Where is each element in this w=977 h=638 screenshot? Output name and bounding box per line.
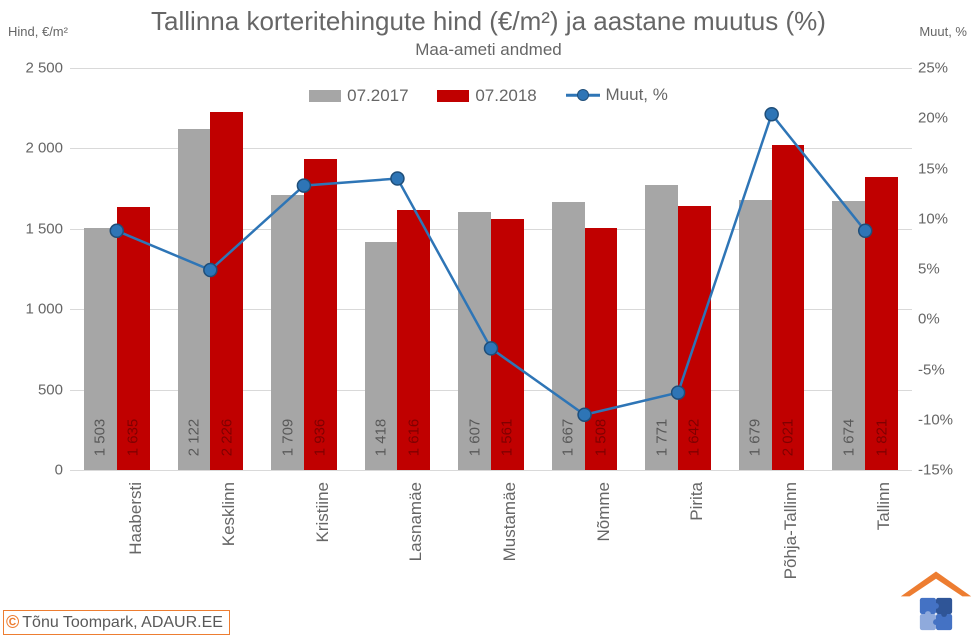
y-axis-left-title: Hind, €/m² — [8, 24, 68, 39]
x-category-label: Haabersti — [126, 482, 146, 555]
legend: 07.2017 07.2018 Muut, % — [0, 85, 977, 107]
x-category-label: Kristiine — [313, 482, 333, 542]
x-category-label: Põhja-Tallinn — [781, 482, 801, 579]
legend-label-2017: 07.2017 — [347, 86, 408, 106]
line-marker — [297, 179, 310, 192]
y-left-tick: 2 500 — [8, 60, 63, 77]
credit-box: © Tõnu Toompark, ADAUR.EE — [3, 610, 230, 635]
y-right-tick: 5% — [918, 261, 968, 278]
legend-label-line: Muut, % — [606, 85, 668, 105]
line-marker — [485, 342, 498, 355]
x-category-label: Pirita — [687, 482, 707, 521]
legend-item-2018: 07.2018 — [437, 86, 536, 106]
y-right-tick: -10% — [918, 411, 968, 428]
line-series-svg — [70, 68, 912, 470]
line-marker — [391, 172, 404, 185]
logo-knob-3 — [933, 619, 939, 625]
line-path — [117, 114, 865, 414]
y-right-tick: 10% — [918, 210, 968, 227]
logo-knob-0 — [933, 603, 939, 609]
y-right-tick: 15% — [918, 160, 968, 177]
grid-line — [70, 470, 912, 471]
logo-puzzle — [920, 598, 952, 630]
y-left-tick: 1 000 — [8, 301, 63, 318]
x-category-label: Kesklinn — [219, 482, 239, 546]
logo-icon — [897, 570, 975, 636]
x-category-label: Tallinn — [874, 482, 894, 530]
chart-title: Tallinna korteritehingute hind (€/m²) ja… — [0, 6, 977, 37]
line-marker — [859, 224, 872, 237]
x-category-label: Nõmme — [594, 482, 614, 542]
y-axis-right-title: Muut, % — [919, 24, 967, 39]
legend-label-2018: 07.2018 — [475, 86, 536, 106]
x-category-label: Lasnamäe — [406, 482, 426, 561]
line-marker — [204, 264, 217, 277]
y-right-tick: 25% — [918, 60, 968, 77]
chart-container: Tallinna korteritehingute hind (€/m²) ja… — [0, 0, 977, 638]
legend-swatch-2017 — [309, 90, 341, 102]
y-left-tick: 0 — [8, 462, 63, 479]
chart-subtitle: Maa-ameti andmed — [0, 40, 977, 60]
y-right-tick: 0% — [918, 311, 968, 328]
x-category-label: Mustamäe — [500, 482, 520, 561]
copyright-icon: © — [6, 612, 19, 633]
line-marker — [765, 108, 778, 121]
logo-knob-1 — [941, 611, 947, 617]
credit-text: Tõnu Toompark, ADAUR.EE — [22, 614, 223, 632]
y-left-tick: 2 000 — [8, 140, 63, 157]
line-marker — [578, 408, 591, 421]
line-marker — [672, 386, 685, 399]
y-right-tick: -15% — [918, 462, 968, 479]
legend-swatch-2018 — [437, 90, 469, 102]
logo-knob-2 — [925, 611, 931, 617]
plot-area: 1 5031 6352 1222 2261 7091 9361 4181 616… — [70, 68, 912, 470]
y-right-tick: -5% — [918, 361, 968, 378]
line-marker — [110, 224, 123, 237]
legend-line-icon — [566, 88, 600, 102]
legend-item-2017: 07.2017 — [309, 86, 408, 106]
legend-item-line: Muut, % — [566, 85, 668, 105]
y-left-tick: 1 500 — [8, 220, 63, 237]
y-right-tick: 20% — [918, 110, 968, 127]
logo-roof — [901, 571, 971, 596]
y-left-tick: 500 — [8, 381, 63, 398]
